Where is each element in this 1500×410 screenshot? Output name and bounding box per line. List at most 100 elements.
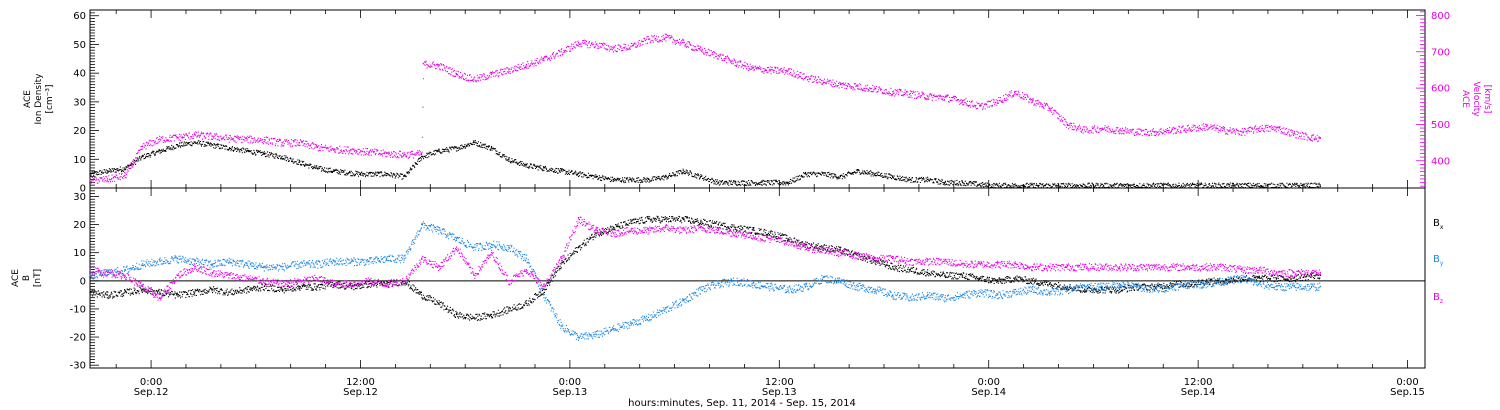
velocity-point — [752, 67, 754, 69]
bz-point — [1188, 266, 1190, 268]
bottom-plot-area — [89, 215, 1321, 341]
velocity-point — [560, 51, 562, 53]
b-field-axis: -30 -20 -10 0 10 20 30 — [70, 187, 99, 372]
velocity-point — [438, 65, 440, 67]
y-tick-label: 400 — [1431, 156, 1450, 167]
by-point — [403, 257, 405, 259]
velocity-point — [909, 93, 911, 95]
x-tick-date-label: Sep.14 — [971, 387, 1006, 398]
bz-point — [996, 263, 999, 265]
x-tick-date-label: Sep.13 — [762, 387, 797, 398]
bx-point — [961, 274, 964, 276]
top-plot-area — [89, 33, 1321, 189]
by-point — [333, 260, 335, 262]
density-point — [386, 173, 388, 175]
density-point — [490, 147, 492, 149]
bz-point — [1084, 266, 1086, 268]
velocity-axis-title-line2: Velocity — [1471, 81, 1481, 117]
bz-point — [665, 226, 667, 228]
by-point — [1258, 283, 1260, 285]
x-tick-date-label: Sep.14 — [1181, 387, 1216, 398]
density-point — [455, 147, 458, 149]
density-point — [333, 170, 335, 172]
velocity-point — [368, 151, 370, 153]
by-point — [892, 294, 894, 296]
velocity-point — [996, 100, 999, 102]
y-tick-label: 10 — [73, 248, 86, 259]
density-point — [874, 173, 876, 175]
bx-point — [1153, 285, 1156, 287]
velocity-point — [473, 78, 475, 80]
bz-point — [560, 257, 562, 259]
x-tick-time-label: 12:00 — [765, 377, 794, 388]
by-point — [89, 274, 91, 276]
bx-point — [927, 271, 929, 273]
velocity-point — [665, 36, 667, 38]
bz-point — [159, 297, 161, 299]
by-point — [194, 260, 196, 262]
bx-point — [804, 243, 807, 245]
bz-point — [263, 280, 266, 282]
density-point — [944, 181, 946, 183]
velocity-point — [1206, 125, 1208, 127]
velocity-point — [421, 152, 423, 155]
bz-point — [804, 246, 807, 248]
bz-point — [700, 226, 702, 228]
density-point — [892, 175, 894, 178]
bx-point — [682, 218, 684, 220]
bz-point — [333, 283, 335, 285]
density-point — [229, 147, 231, 149]
bz-point — [1031, 266, 1033, 268]
y-tick-label: 0 — [80, 276, 86, 287]
density-point — [717, 181, 719, 183]
bx-point — [124, 291, 126, 293]
density-point — [857, 170, 859, 172]
top-panel-frame — [89, 9, 1426, 189]
bz-point — [89, 269, 91, 271]
bz-point — [1206, 266, 1208, 268]
velocity-point — [386, 152, 388, 155]
x-tick-time-label: 12:00 — [1184, 377, 1213, 388]
velocity-point — [1049, 107, 1051, 109]
bz-point — [368, 280, 370, 282]
bx-point — [281, 288, 283, 290]
velocity-point — [229, 137, 231, 139]
bz-point — [595, 229, 597, 231]
legend: Bx By Bz — [1433, 218, 1444, 305]
density-axis-title-line1: ACE — [23, 90, 33, 108]
velocity-point — [700, 49, 702, 51]
velocity-point — [351, 149, 353, 151]
by-point — [211, 263, 213, 265]
density-point — [700, 175, 702, 178]
y-tick-label: 30 — [73, 97, 86, 108]
velocity-point — [961, 100, 964, 102]
density-point — [124, 167, 126, 169]
bx-point — [421, 294, 423, 296]
by-point — [1171, 285, 1173, 287]
by-point — [787, 288, 789, 290]
by-point — [1276, 285, 1278, 287]
bz-point — [455, 246, 458, 248]
bx-point — [106, 294, 109, 296]
by-point — [961, 294, 964, 296]
by-point — [1119, 283, 1121, 285]
bx-point — [176, 294, 178, 296]
velocity-point — [578, 42, 580, 44]
bx-point — [455, 314, 458, 316]
x-tick-time-label: 0:00 — [140, 377, 162, 388]
legend-bz: Bz — [1433, 292, 1443, 305]
bx-point — [1206, 280, 1208, 282]
velocity-axis-title-line3: [km/s] — [1482, 85, 1492, 114]
bx-point — [1049, 283, 1051, 285]
velocity-axis-title-line1: ACE — [1460, 90, 1470, 108]
x-tick-date-label: Sep.12 — [343, 387, 378, 398]
b-axis-title-line2: B — [22, 275, 32, 281]
bz-point — [421, 257, 423, 259]
y-tick-label: 40 — [73, 69, 86, 80]
density-point — [106, 170, 109, 172]
bz-point — [525, 269, 527, 271]
bz-point — [490, 252, 492, 254]
bz-point — [909, 260, 911, 262]
bz-point — [281, 283, 283, 285]
by-point — [874, 288, 876, 290]
